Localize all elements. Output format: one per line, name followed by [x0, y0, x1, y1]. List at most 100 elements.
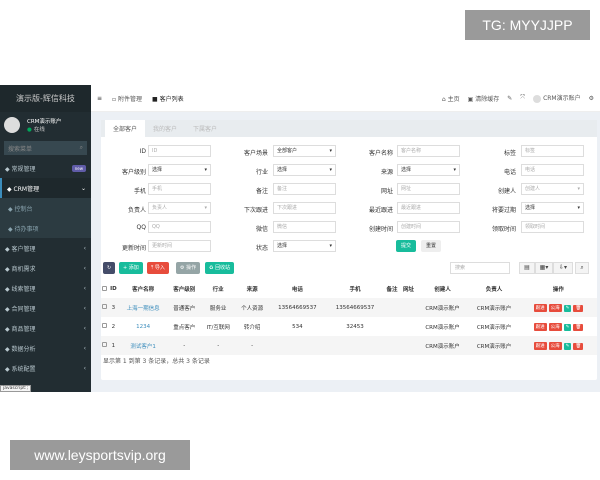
sidebar-item[interactable]: ◆ 商品管理 ‹ [0, 318, 91, 338]
delete-icon[interactable]: 🗑 [573, 342, 584, 350]
sidebar-item[interactable]: ◆ 系统配置 ‹ [0, 358, 91, 378]
column-header[interactable]: 手机 [349, 287, 361, 293]
form-input[interactable]: 最近跟进 [397, 202, 460, 214]
fullscreen-icon[interactable]: ⤧ [520, 94, 526, 101]
add-button[interactable]: + 添加 [119, 262, 143, 274]
home-link[interactable]: ⌂ 主页 [441, 95, 460, 103]
sidebar-item[interactable]: ◆ 常规管理 new [0, 158, 91, 178]
form-input[interactable]: 领取时间 [521, 221, 584, 233]
operate-button[interactable]: ⚙ 操作 [176, 262, 201, 274]
form-select[interactable]: 选择 [397, 164, 460, 176]
column-header[interactable]: 来源 [246, 287, 258, 293]
customer-name-link[interactable]: 测试客户1 [118, 336, 168, 355]
chevron-left-icon: ‹ [83, 284, 86, 292]
sidebar-item[interactable]: ◆ 合同管理 ‹ [0, 298, 91, 318]
sidebar-item[interactable]: ◆ 控制台 [0, 198, 91, 218]
column-header[interactable]: 电话 [291, 287, 303, 293]
form-input[interactable]: 网址 [397, 183, 460, 195]
table-cell: - [167, 336, 201, 355]
column-header[interactable]: 负责人 [485, 287, 503, 293]
tab-my-customers[interactable]: 我的客户 [153, 126, 178, 133]
recycle-button[interactable]: ♻ 回收站 [205, 262, 235, 274]
menu-toggle-icon[interactable]: ≡ [97, 94, 103, 102]
select-all-checkbox[interactable] [101, 280, 108, 298]
table-cell: 普通客户 [167, 298, 201, 317]
edit-icon[interactable]: ✎ [563, 342, 572, 350]
customer-name-link[interactable]: 上海一期信息 [118, 298, 168, 317]
search-icon[interactable]: ⌕ [575, 262, 589, 274]
follow-button[interactable]: 跟进 [533, 322, 547, 331]
public-sea-button[interactable]: 公海 [548, 303, 562, 312]
column-header[interactable]: 客户名称 [132, 287, 155, 293]
tab-attachments[interactable]: ▫ 附件管理 [112, 95, 143, 103]
checkbox[interactable] [102, 342, 108, 347]
form-select[interactable]: 选择 [273, 164, 336, 176]
customer-name-link[interactable]: 1234 [136, 323, 151, 330]
column-header[interactable]: 备注 [386, 287, 398, 293]
form-select[interactable]: 选择 [148, 164, 211, 176]
sidebar-item[interactable]: ◆ 商机需求 ‹ [0, 258, 91, 278]
import-button[interactable]: ⤒ 导入 [147, 262, 169, 274]
column-header[interactable]: 客户级别 [173, 287, 196, 293]
form-input[interactable]: QQ [148, 221, 211, 233]
public-sea-button[interactable]: 公海 [548, 322, 562, 331]
form-select[interactable]: 选择 [273, 240, 336, 252]
sidebar-item[interactable]: ◆ 待办事项 [0, 218, 91, 238]
column-header[interactable]: ID [110, 286, 117, 292]
column-header[interactable]: 网址 [403, 287, 415, 293]
form-label: 创建人 [497, 188, 516, 195]
checkbox[interactable] [102, 304, 108, 309]
form-input[interactable]: 备注 [273, 183, 336, 195]
refresh-button[interactable]: ↻ [103, 262, 116, 274]
column-header[interactable]: 行业 [212, 287, 224, 293]
edit-icon[interactable]: ✎ [563, 304, 572, 312]
form-input[interactable]: 电话 [521, 164, 584, 176]
tab-all-customers[interactable]: 全部客户 [105, 120, 146, 137]
columns-icon[interactable]: ▦▾ [535, 262, 553, 274]
sidebar-item-label: 客户管理 [11, 245, 36, 253]
reset-button[interactable]: 重置 [421, 240, 442, 252]
delete-icon[interactable]: 🗑 [573, 304, 584, 312]
menu-search[interactable]: 搜索菜单 ⌕ [4, 141, 87, 155]
form-input[interactable]: 微信 [273, 221, 336, 233]
form-input[interactable]: 更新时间 [148, 240, 211, 252]
settings-icon[interactable]: ⚙ [588, 94, 594, 102]
sidebar-item[interactable]: ◆ 线索管理 ‹ [0, 278, 91, 298]
clear-cache-button[interactable]: ▣ 清除缓存 [467, 95, 500, 103]
row-checkbox[interactable] [101, 298, 109, 317]
submit-button[interactable]: 提交 [396, 240, 417, 252]
edit-icon[interactable]: ✎ [563, 323, 572, 331]
delete-icon[interactable]: 🗑 [573, 323, 584, 331]
table-row: 2 1234 重点客户 IT/互联网 转介绍 534 32453 CRM演示账户 CRM演示账户… [101, 317, 597, 336]
column-header[interactable]: 创建人 [434, 287, 451, 293]
form-select[interactable]: 负责人 [148, 202, 211, 214]
checkbox[interactable] [102, 323, 108, 328]
row-checkbox[interactable] [101, 336, 109, 355]
user-menu[interactable]: CRM演示账户 [533, 93, 581, 103]
public-sea-button[interactable]: 公海 [548, 341, 562, 350]
translate-icon[interactable]: ✎ [507, 94, 513, 102]
toggle-view-icon[interactable]: ▤ [519, 262, 535, 274]
table-search-input[interactable]: 搜索 [450, 262, 510, 274]
follow-button[interactable]: 跟进 [533, 303, 547, 312]
form-input[interactable]: 标签 [521, 145, 584, 157]
table-cell [400, 317, 416, 336]
column-header[interactable]: 操作 [552, 287, 564, 293]
form-select[interactable]: 选择 [521, 202, 584, 214]
form-input[interactable]: 手机 [148, 183, 211, 195]
form-select[interactable]: 全部客户 [273, 145, 336, 157]
export-icon[interactable]: ⇩▾ [553, 262, 573, 274]
sidebar-item[interactable]: ◆ 数据分析 ‹ [0, 338, 91, 358]
follow-button[interactable]: 跟进 [533, 341, 547, 350]
form-input[interactable]: 客户名称 [397, 145, 460, 157]
row-checkbox[interactable] [101, 317, 108, 336]
tab-sub-customers[interactable]: 下属客户 [193, 126, 218, 133]
tab-customers[interactable]: ■ 客户列表 [152, 95, 184, 103]
checkbox[interactable] [102, 285, 108, 291]
form-input[interactable]: 下次跟进 [273, 202, 336, 214]
form-input[interactable]: ID [148, 145, 211, 157]
sidebar-item[interactable]: ◆ 客户管理 ‹ [0, 238, 91, 258]
sidebar-item[interactable]: ◆ CRM管理 ⌄ [0, 178, 91, 198]
form-select[interactable]: 创建人 [521, 183, 584, 195]
form-input[interactable]: 创建时间 [397, 221, 460, 233]
